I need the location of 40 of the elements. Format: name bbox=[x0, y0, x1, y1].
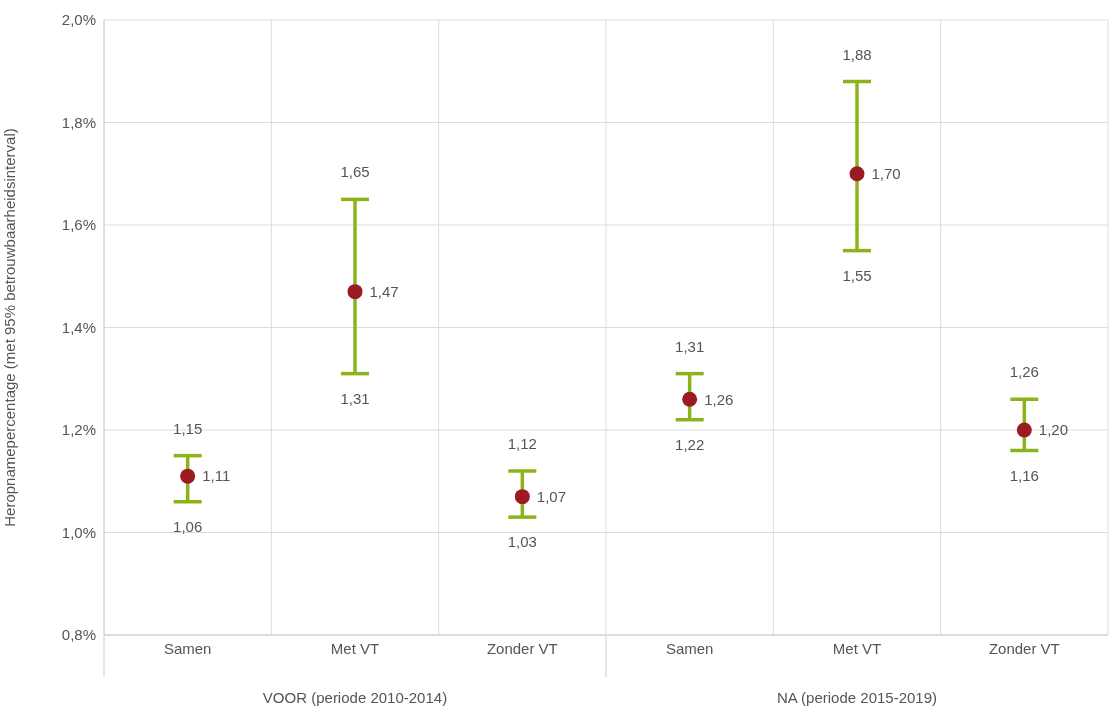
x-tick-label: Met VT bbox=[832, 639, 882, 657]
annotation: 1,65 bbox=[340, 163, 370, 181]
y-tick-label: 1,6% bbox=[61, 216, 96, 234]
y-tick-label: 1,8% bbox=[61, 113, 96, 131]
annotation: 1,31 bbox=[340, 389, 370, 407]
y-axis-title: Heropnamepercentage (met 95% betrouwbaarheidsinterval) bbox=[1, 128, 19, 527]
annotation: 1,22 bbox=[675, 435, 705, 453]
data-label: 1,47 bbox=[369, 282, 399, 300]
x-tick-label: Met VT bbox=[330, 639, 380, 657]
data-label: 1,70 bbox=[871, 165, 901, 183]
annotation: 1,88 bbox=[842, 45, 872, 63]
annotation: 1,16 bbox=[1009, 466, 1039, 484]
annotation: 1,03 bbox=[507, 533, 537, 551]
annotation: 1,12 bbox=[507, 435, 537, 452]
point bbox=[347, 284, 363, 300]
annotation: 1,31 bbox=[675, 337, 705, 355]
point bbox=[1016, 422, 1032, 438]
data-label: 1,07 bbox=[536, 487, 567, 505]
annotation: 1,26 bbox=[1009, 363, 1039, 381]
point bbox=[180, 468, 196, 484]
x-tick-label: Samen bbox=[163, 639, 212, 657]
data-label: 1,11 bbox=[202, 467, 231, 485]
x-tick-label: Samen bbox=[665, 639, 714, 657]
point bbox=[682, 391, 698, 407]
x-tick-label: Zonder VT bbox=[486, 639, 558, 657]
point bbox=[514, 489, 530, 505]
annotation: 1,06 bbox=[173, 517, 203, 535]
data-label: 1,20 bbox=[1038, 421, 1069, 439]
x-tick-label: Zonder VT bbox=[988, 639, 1060, 657]
text: NA (periode 2015-2019) bbox=[776, 689, 938, 706]
y-tick-label: 1,0% bbox=[61, 523, 96, 541]
data-label: 1,26 bbox=[704, 390, 734, 408]
y-tick-label: 2,0% bbox=[61, 11, 96, 29]
point bbox=[849, 166, 865, 182]
y-tick-label: 1,2% bbox=[61, 421, 96, 439]
text: VOOR (periode 2010-2014) bbox=[262, 689, 448, 706]
annotation: 1,55 bbox=[842, 266, 872, 284]
y-tick-label: 1,4% bbox=[61, 318, 96, 336]
annotation: 1,15 bbox=[173, 419, 203, 437]
y-tick-label: 0,8% bbox=[61, 626, 96, 644]
